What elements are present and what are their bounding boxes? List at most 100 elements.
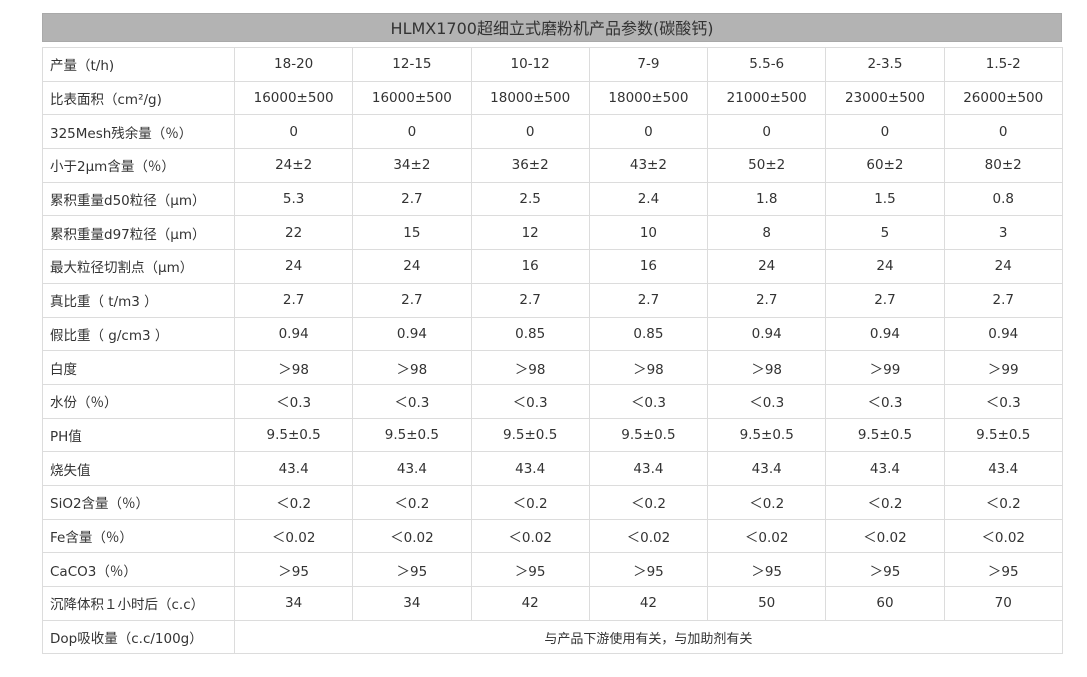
row-label: Fe含量（％） [42,518,235,554]
row-label: 最大粒径切割点（μm） [42,249,235,284]
table-cell: ＜0.02 [233,518,354,554]
table-cell: 9.5±0.5 [588,417,709,453]
table-cell: ＜0.2 [352,484,472,520]
spec-table-container: HLMX1700超细立式磨粉机产品参数(碳酸钙) 产量（t/h) 18-20 12-… [42,13,1063,655]
table-row: 假比重（ g/cm3 ） 0.94 0.94 0.85 0.85 0.94 0.94 0.94 [42,316,1063,352]
table-title: HLMX1700超细立式磨粉机产品参数(碳酸钙) [42,13,1062,42]
table-cell: 43.4 [707,451,827,486]
table-cell: 2-3.5 [825,47,945,82]
table-cell: 12-15 [352,47,472,82]
table-cell: ＞95 [470,552,590,587]
table-row: 沉降体积１小时后（c.c） 34 34 42 42 50 60 70 [42,586,1063,621]
table-cell: ＞99 [943,350,1063,385]
table-cell: 50±2 [707,148,827,183]
row-label: 325Mesh残余量（％） [42,114,235,150]
table-cell: 0 [943,114,1063,150]
table-cell: 2.7 [707,282,827,318]
table-cell: 1.8 [707,181,827,217]
table-cell: ＞95 [943,552,1063,587]
spec-table: 产量（t/h) 18-20 12-15 10-12 7-9 5.5-6 2-3.5 1.5-2… [42,47,1063,655]
table-cell: 2.5 [470,181,590,217]
row-label: Dop吸收量（c.c/100g） [42,619,235,655]
table-cell: 16 [588,249,709,284]
table-row: PH值 9.5±0.5 9.5±0.5 9.5±0.5 9.5±0.5 9.5±0.5 9.… [42,417,1063,453]
row-label: CaCO3（％） [42,552,235,587]
table-cell: 9.5±0.5 [943,417,1063,453]
table-cell: ＞98 [233,350,354,385]
table-cell: 7-9 [588,47,709,82]
table-cell: 9.5±0.5 [233,417,354,453]
table-cell: ＞95 [707,552,827,587]
table-cell: 3 [943,215,1063,251]
table-row: Fe含量（％） ＜0.02 ＜0.02 ＜0.02 ＜0.02 ＜0.02 ＜0.02 ＜0.… [42,518,1063,554]
table-row: 烧失值 43.4 43.4 43.4 43.4 43.4 43.4 43.4 [42,451,1063,486]
table-cell: 1.5 [825,181,945,217]
table-cell: 0 [588,114,709,150]
row-label: SiO2含量（％） [42,484,235,520]
table-cell: ＜0.2 [588,484,709,520]
table-cell: 10 [588,215,709,251]
table-cell: 24±2 [233,148,354,183]
table-cell: 43.4 [233,451,354,486]
table-cell: 2.7 [943,282,1063,318]
table-cell: 43.4 [588,451,709,486]
table-cell: 26000±500 [943,80,1063,116]
table-cell: 21000±500 [707,80,827,116]
table-cell: 0.8 [943,181,1063,217]
table-cell: ＜0.3 [825,383,945,419]
table-cell: 2.7 [588,282,709,318]
table-cell: 43.4 [825,451,945,486]
table-cell: 24 [352,249,472,284]
table-row: 真比重（ t/m3 ） 2.7 2.7 2.7 2.7 2.7 2.7 2.7 [42,282,1063,318]
row-label: 比表面积（cm²/g) [42,80,235,116]
table-row: 白度 ＞98 ＞98 ＞98 ＞98 ＞98 ＞99 ＞99 [42,350,1063,385]
table-cell: ＞95 [233,552,354,587]
row-label: 累积重量d50粒径（μm） [42,181,235,217]
table-cell: 22 [233,215,354,251]
table-cell: 9.5±0.5 [825,417,945,453]
table-cell: 24 [233,249,354,284]
table-cell: 0 [470,114,590,150]
table-cell: ＞95 [352,552,472,587]
table-cell: 42 [470,586,590,621]
table-cell: ＞98 [352,350,472,385]
table-cell: 80±2 [943,148,1063,183]
table-cell: 2.7 [470,282,590,318]
table-cell: 60±2 [825,148,945,183]
table-cell: 0.94 [352,316,472,352]
table-cell: 24 [707,249,827,284]
spec-table-body: 产量（t/h) 18-20 12-15 10-12 7-9 5.5-6 2-3.5 1.5-2… [42,47,1063,655]
table-cell: 34 [352,586,472,621]
table-cell: 43.4 [352,451,472,486]
table-cell: ＜0.2 [233,484,354,520]
table-cell: 2.7 [825,282,945,318]
table-cell: 18000±500 [588,80,709,116]
table-cell: 34 [233,586,354,621]
table-cell: 9.5±0.5 [707,417,827,453]
table-cell: ＜0.2 [825,484,945,520]
table-row-merged: Dop吸收量（c.c/100g） 与产品下游使用有关，与加助剂有关 [42,619,1063,655]
table-row: 325Mesh残余量（％） 0 0 0 0 0 0 0 [42,114,1063,150]
table-row: 产量（t/h) 18-20 12-15 10-12 7-9 5.5-6 2-3.5 1.5-2 [42,47,1063,82]
table-cell: ＜0.02 [470,518,590,554]
table-cell: ＜0.2 [943,484,1063,520]
table-row: 小于2μm含量（％） 24±2 34±2 36±2 43±2 50±2 60±2 80±2 [42,148,1063,183]
table-cell: 2.7 [233,282,354,318]
row-label: 产量（t/h) [42,47,235,82]
table-cell: 10-12 [470,47,590,82]
table-cell: 5 [825,215,945,251]
row-label: 烧失值 [42,451,235,486]
row-label: 水份（％） [42,383,235,419]
table-cell: 24 [943,249,1063,284]
table-cell: 18-20 [233,47,354,82]
table-cell: ＜0.3 [707,383,827,419]
table-cell: ＞98 [588,350,709,385]
table-cell: ＜0.3 [588,383,709,419]
table-cell: 60 [825,586,945,621]
table-cell: ＞98 [707,350,827,385]
row-label: 真比重（ t/m3 ） [42,282,235,318]
table-cell: 43±2 [588,148,709,183]
table-cell: 0.85 [470,316,590,352]
table-cell: 0.94 [707,316,827,352]
table-cell: 0.85 [588,316,709,352]
